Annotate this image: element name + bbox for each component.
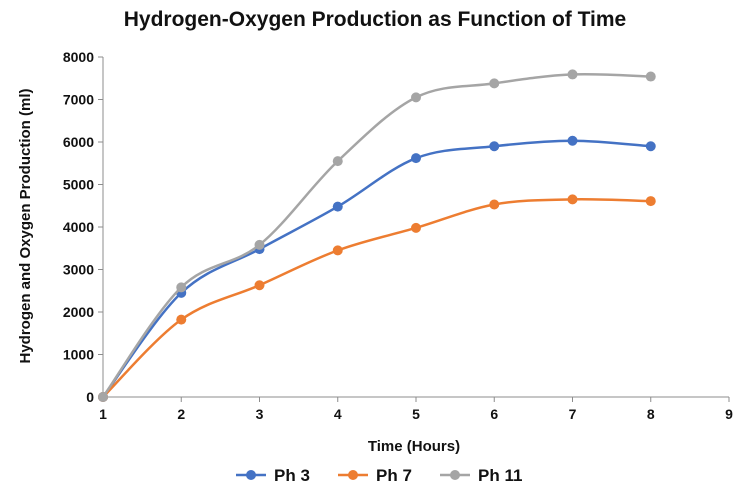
x-tick-label: 3 bbox=[256, 406, 264, 422]
y-tick-label: 3000 bbox=[63, 262, 94, 278]
data-point-ph-3 bbox=[567, 135, 578, 146]
data-point-ph-7 bbox=[567, 194, 578, 205]
data-point-ph-11 bbox=[567, 69, 578, 80]
legend-marker bbox=[450, 470, 460, 480]
y-tick-label: 7000 bbox=[63, 92, 94, 108]
x-tick-label: 7 bbox=[569, 406, 577, 422]
data-point-ph-11 bbox=[332, 156, 343, 167]
y-tick-label: 8000 bbox=[63, 49, 94, 65]
series-line-ph-11 bbox=[101, 72, 651, 398]
chart-title: Hydrogen-Oxygen Production as Function o… bbox=[123, 8, 627, 31]
series-line-ph-7 bbox=[102, 198, 651, 398]
data-point-ph-11 bbox=[645, 71, 656, 82]
y-tick-label: 6000 bbox=[63, 134, 94, 150]
data-point-ph-3 bbox=[411, 153, 421, 164]
legend-label: Ph 3 bbox=[274, 466, 310, 485]
data-point-ph-11 bbox=[254, 239, 265, 250]
data-point-ph-3 bbox=[332, 201, 343, 212]
y-tick-label: 0 bbox=[86, 389, 94, 405]
axes: 0 1000 2000 3000 4000 5000 6000 7000 8000 1 2 3 4 5 6 7… bbox=[63, 49, 733, 422]
legend-item-ph-3: Ph 3 bbox=[236, 466, 310, 485]
data-point-ph-7 bbox=[332, 245, 343, 256]
x-tick-label: 1 bbox=[99, 406, 107, 422]
data-point-ph-11 bbox=[98, 392, 108, 402]
x-tick-label: 9 bbox=[725, 406, 733, 422]
x-tick-label: 8 bbox=[647, 406, 655, 422]
legend-item-ph-11: Ph 11 bbox=[440, 466, 522, 485]
series-ph-3 bbox=[98, 135, 656, 402]
x-tick-label: 5 bbox=[412, 406, 420, 422]
legend: Ph 3 Ph 7 Ph 11 bbox=[236, 466, 522, 485]
data-point-ph-7 bbox=[176, 314, 187, 325]
legend-marker bbox=[246, 470, 256, 480]
y-tick-label: 5000 bbox=[63, 177, 94, 193]
data-point-ph-3 bbox=[645, 141, 656, 152]
data-point-ph-11 bbox=[411, 92, 421, 103]
series-layer bbox=[98, 69, 656, 402]
x-tick-label: 4 bbox=[334, 406, 342, 422]
series-ph-11 bbox=[98, 69, 656, 402]
data-point-ph-3 bbox=[489, 141, 500, 152]
data-point-ph-11 bbox=[489, 78, 500, 89]
data-point-ph-7 bbox=[489, 199, 500, 210]
y-tick-label: 2000 bbox=[63, 304, 94, 320]
x-axis-title: Time (Hours) bbox=[368, 438, 460, 455]
data-point-ph-11 bbox=[176, 282, 187, 293]
series-line-ph-3 bbox=[102, 139, 651, 398]
y-tick-label: 1000 bbox=[63, 347, 94, 363]
legend-label: Ph 11 bbox=[478, 466, 522, 485]
data-point-ph-7 bbox=[411, 222, 421, 233]
legend-marker bbox=[348, 470, 358, 480]
legend-item-ph-7: Ph 7 bbox=[338, 466, 412, 485]
data-point-ph-7 bbox=[645, 196, 656, 207]
y-tick-label: 4000 bbox=[63, 219, 94, 235]
series-ph-7 bbox=[98, 194, 656, 402]
x-tick-label: 6 bbox=[490, 406, 498, 422]
data-point-ph-7 bbox=[254, 280, 265, 291]
x-tick-label: 2 bbox=[177, 406, 185, 422]
legend-label: Ph 7 bbox=[376, 466, 412, 485]
y-axis-title: Hydrogen and Oxygen Production (ml) bbox=[17, 88, 34, 363]
